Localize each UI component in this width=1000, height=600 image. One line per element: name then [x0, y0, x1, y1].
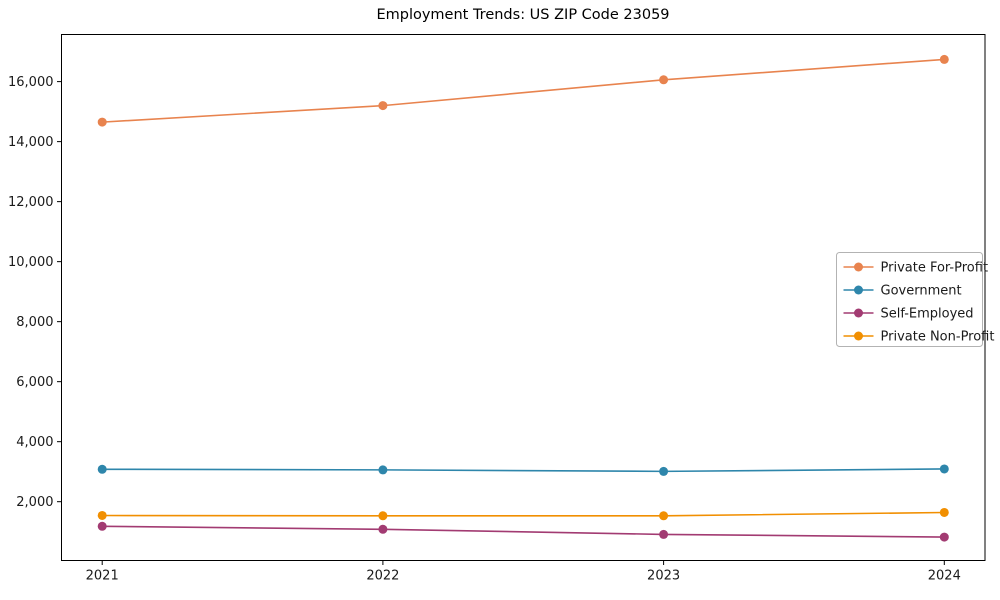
- y-tick-label: 12,000: [8, 195, 54, 210]
- x-tick-label: 2021: [86, 569, 119, 584]
- data-point-private-non-profit-2022: [378, 511, 388, 521]
- x-tick-label: 2024: [928, 569, 961, 584]
- y-tick-label: 8,000: [16, 315, 53, 330]
- legend-marker: [854, 308, 863, 318]
- series-line-private-for-profit: [102, 58, 945, 123]
- series-line-government: [102, 468, 945, 473]
- series-line-self-employed: [102, 525, 945, 538]
- data-point-private-non-profit-2021: [97, 510, 107, 520]
- data-point-self-employed-2023: [659, 529, 669, 539]
- legend-marker: [854, 262, 863, 272]
- data-point-government-2021: [97, 464, 107, 474]
- y-tick-label: 2,000: [16, 495, 53, 510]
- legend-marker: [854, 331, 863, 341]
- data-point-government-2024: [939, 464, 949, 474]
- y-tick-label: 10,000: [8, 255, 54, 270]
- data-point-self-employed-2022: [378, 524, 388, 534]
- plot-frame: [61, 34, 986, 561]
- y-tick-label: 14,000: [8, 135, 54, 150]
- legend-box: [836, 252, 983, 347]
- data-point-private-non-profit-2023: [659, 511, 669, 521]
- x-tick-label: 2023: [647, 569, 680, 584]
- data-point-private-for-profit-2024: [939, 54, 949, 64]
- data-point-private-for-profit-2023: [659, 75, 669, 85]
- legend-label: Private For-Profit: [881, 261, 989, 276]
- legend-label: Private Non-Profit: [881, 330, 995, 345]
- data-point-private-non-profit-2024: [939, 507, 949, 517]
- legend-label: Government: [881, 284, 962, 299]
- y-tick-label: 4,000: [16, 435, 53, 450]
- y-tick-label: 16,000: [8, 75, 54, 90]
- x-tick-label: 2022: [366, 569, 399, 584]
- data-point-private-for-profit-2021: [97, 117, 107, 127]
- data-point-government-2023: [659, 466, 669, 476]
- data-point-government-2022: [378, 465, 388, 475]
- legend-marker: [854, 285, 863, 295]
- legend-label: Self-Employed: [881, 307, 974, 322]
- y-tick-label: 6,000: [16, 375, 53, 390]
- data-point-self-employed-2024: [939, 532, 949, 542]
- data-point-self-employed-2021: [97, 521, 107, 531]
- chart-title: Employment Trends: US ZIP Code 23059: [376, 7, 670, 23]
- data-point-private-for-profit-2022: [378, 101, 388, 111]
- series-line-private-non-profit: [102, 511, 945, 517]
